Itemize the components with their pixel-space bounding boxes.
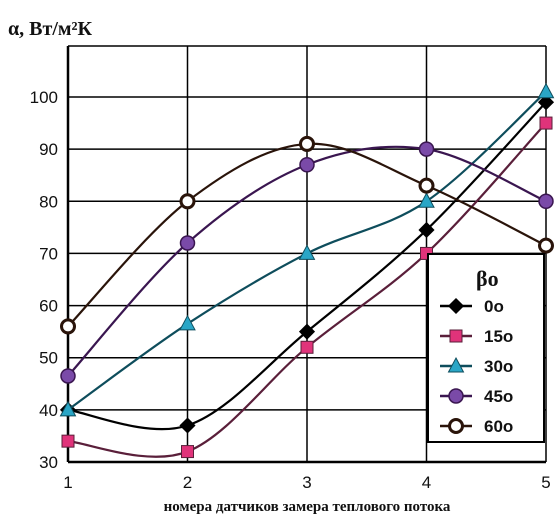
x-tick-label: 1 bbox=[63, 473, 72, 492]
data-point bbox=[298, 244, 316, 260]
data-point bbox=[418, 141, 435, 157]
data-point bbox=[537, 82, 555, 99]
data-point bbox=[418, 177, 435, 194]
legend-item: 30o bbox=[440, 356, 513, 376]
legend-label: 60o bbox=[484, 417, 513, 436]
y-tick-label: 70 bbox=[39, 244, 58, 263]
data-point bbox=[181, 445, 194, 459]
x-tick-label: 2 bbox=[183, 473, 192, 492]
data-point bbox=[179, 235, 196, 251]
legend-label: 45o bbox=[484, 387, 513, 406]
data-point bbox=[418, 192, 435, 208]
legend: βo 0o 15o 30o 45o 60o bbox=[427, 253, 545, 443]
legend-label: 30o bbox=[484, 357, 513, 376]
axes bbox=[66, 46, 546, 464]
x-tick-label: 3 bbox=[302, 473, 311, 492]
data-point bbox=[418, 221, 435, 239]
series-group bbox=[59, 82, 555, 459]
data-point bbox=[538, 237, 554, 254]
series-15o bbox=[61, 116, 553, 459]
legend-marker bbox=[447, 356, 465, 373]
legend-title: βo bbox=[476, 266, 499, 291]
data-point bbox=[539, 116, 553, 130]
data-point bbox=[300, 340, 314, 354]
y-tick-label: 60 bbox=[39, 297, 58, 316]
data-point bbox=[179, 314, 196, 331]
legend-item: 45o bbox=[440, 387, 513, 406]
legend-label: 0o bbox=[484, 297, 504, 316]
y-tick-label: 90 bbox=[39, 140, 58, 159]
y-tick-label: 40 bbox=[39, 401, 58, 420]
y-axis-label: α, Вт/м²К bbox=[8, 18, 93, 40]
legend-items: 0o 15o 30o 45o 60o bbox=[440, 297, 513, 436]
data-point bbox=[299, 135, 315, 152]
data-point bbox=[537, 94, 555, 111]
data-point bbox=[298, 323, 316, 340]
legend-marker bbox=[448, 388, 464, 404]
legend-box bbox=[427, 253, 545, 443]
y-tick-label: 80 bbox=[39, 192, 58, 211]
legend-item: 0o bbox=[440, 297, 504, 316]
data-point bbox=[538, 193, 554, 210]
y-tick-labels: 30 40 50 60 70 80 90 100 bbox=[30, 88, 58, 472]
legend-marker bbox=[449, 329, 463, 343]
legend-marker bbox=[448, 418, 464, 434]
y-tick-label: 50 bbox=[39, 349, 58, 368]
series-30o bbox=[59, 82, 555, 417]
legend-item: 60o bbox=[440, 417, 513, 436]
series-0o bbox=[59, 94, 555, 434]
x-axis-label: номера датчиков замера теплового потока bbox=[164, 499, 451, 515]
y-tick-label: 100 bbox=[30, 88, 58, 107]
legend-marker bbox=[447, 297, 465, 315]
data-point bbox=[179, 193, 196, 210]
legend-label: 15o bbox=[484, 327, 513, 346]
data-point bbox=[60, 318, 76, 335]
legend-item: 15o bbox=[440, 327, 513, 346]
data-point bbox=[179, 417, 196, 434]
x-tick-label: 5 bbox=[541, 473, 550, 492]
x-tick-label: 4 bbox=[422, 473, 431, 492]
y-tick-label: 30 bbox=[39, 453, 58, 472]
data-point bbox=[59, 400, 77, 417]
data-point bbox=[60, 368, 76, 384]
data-point bbox=[299, 157, 315, 173]
series-60o bbox=[60, 135, 554, 335]
series-45o bbox=[60, 141, 554, 384]
data-point bbox=[61, 434, 75, 448]
x-tick-labels: 1 2 3 4 5 bbox=[63, 473, 550, 492]
